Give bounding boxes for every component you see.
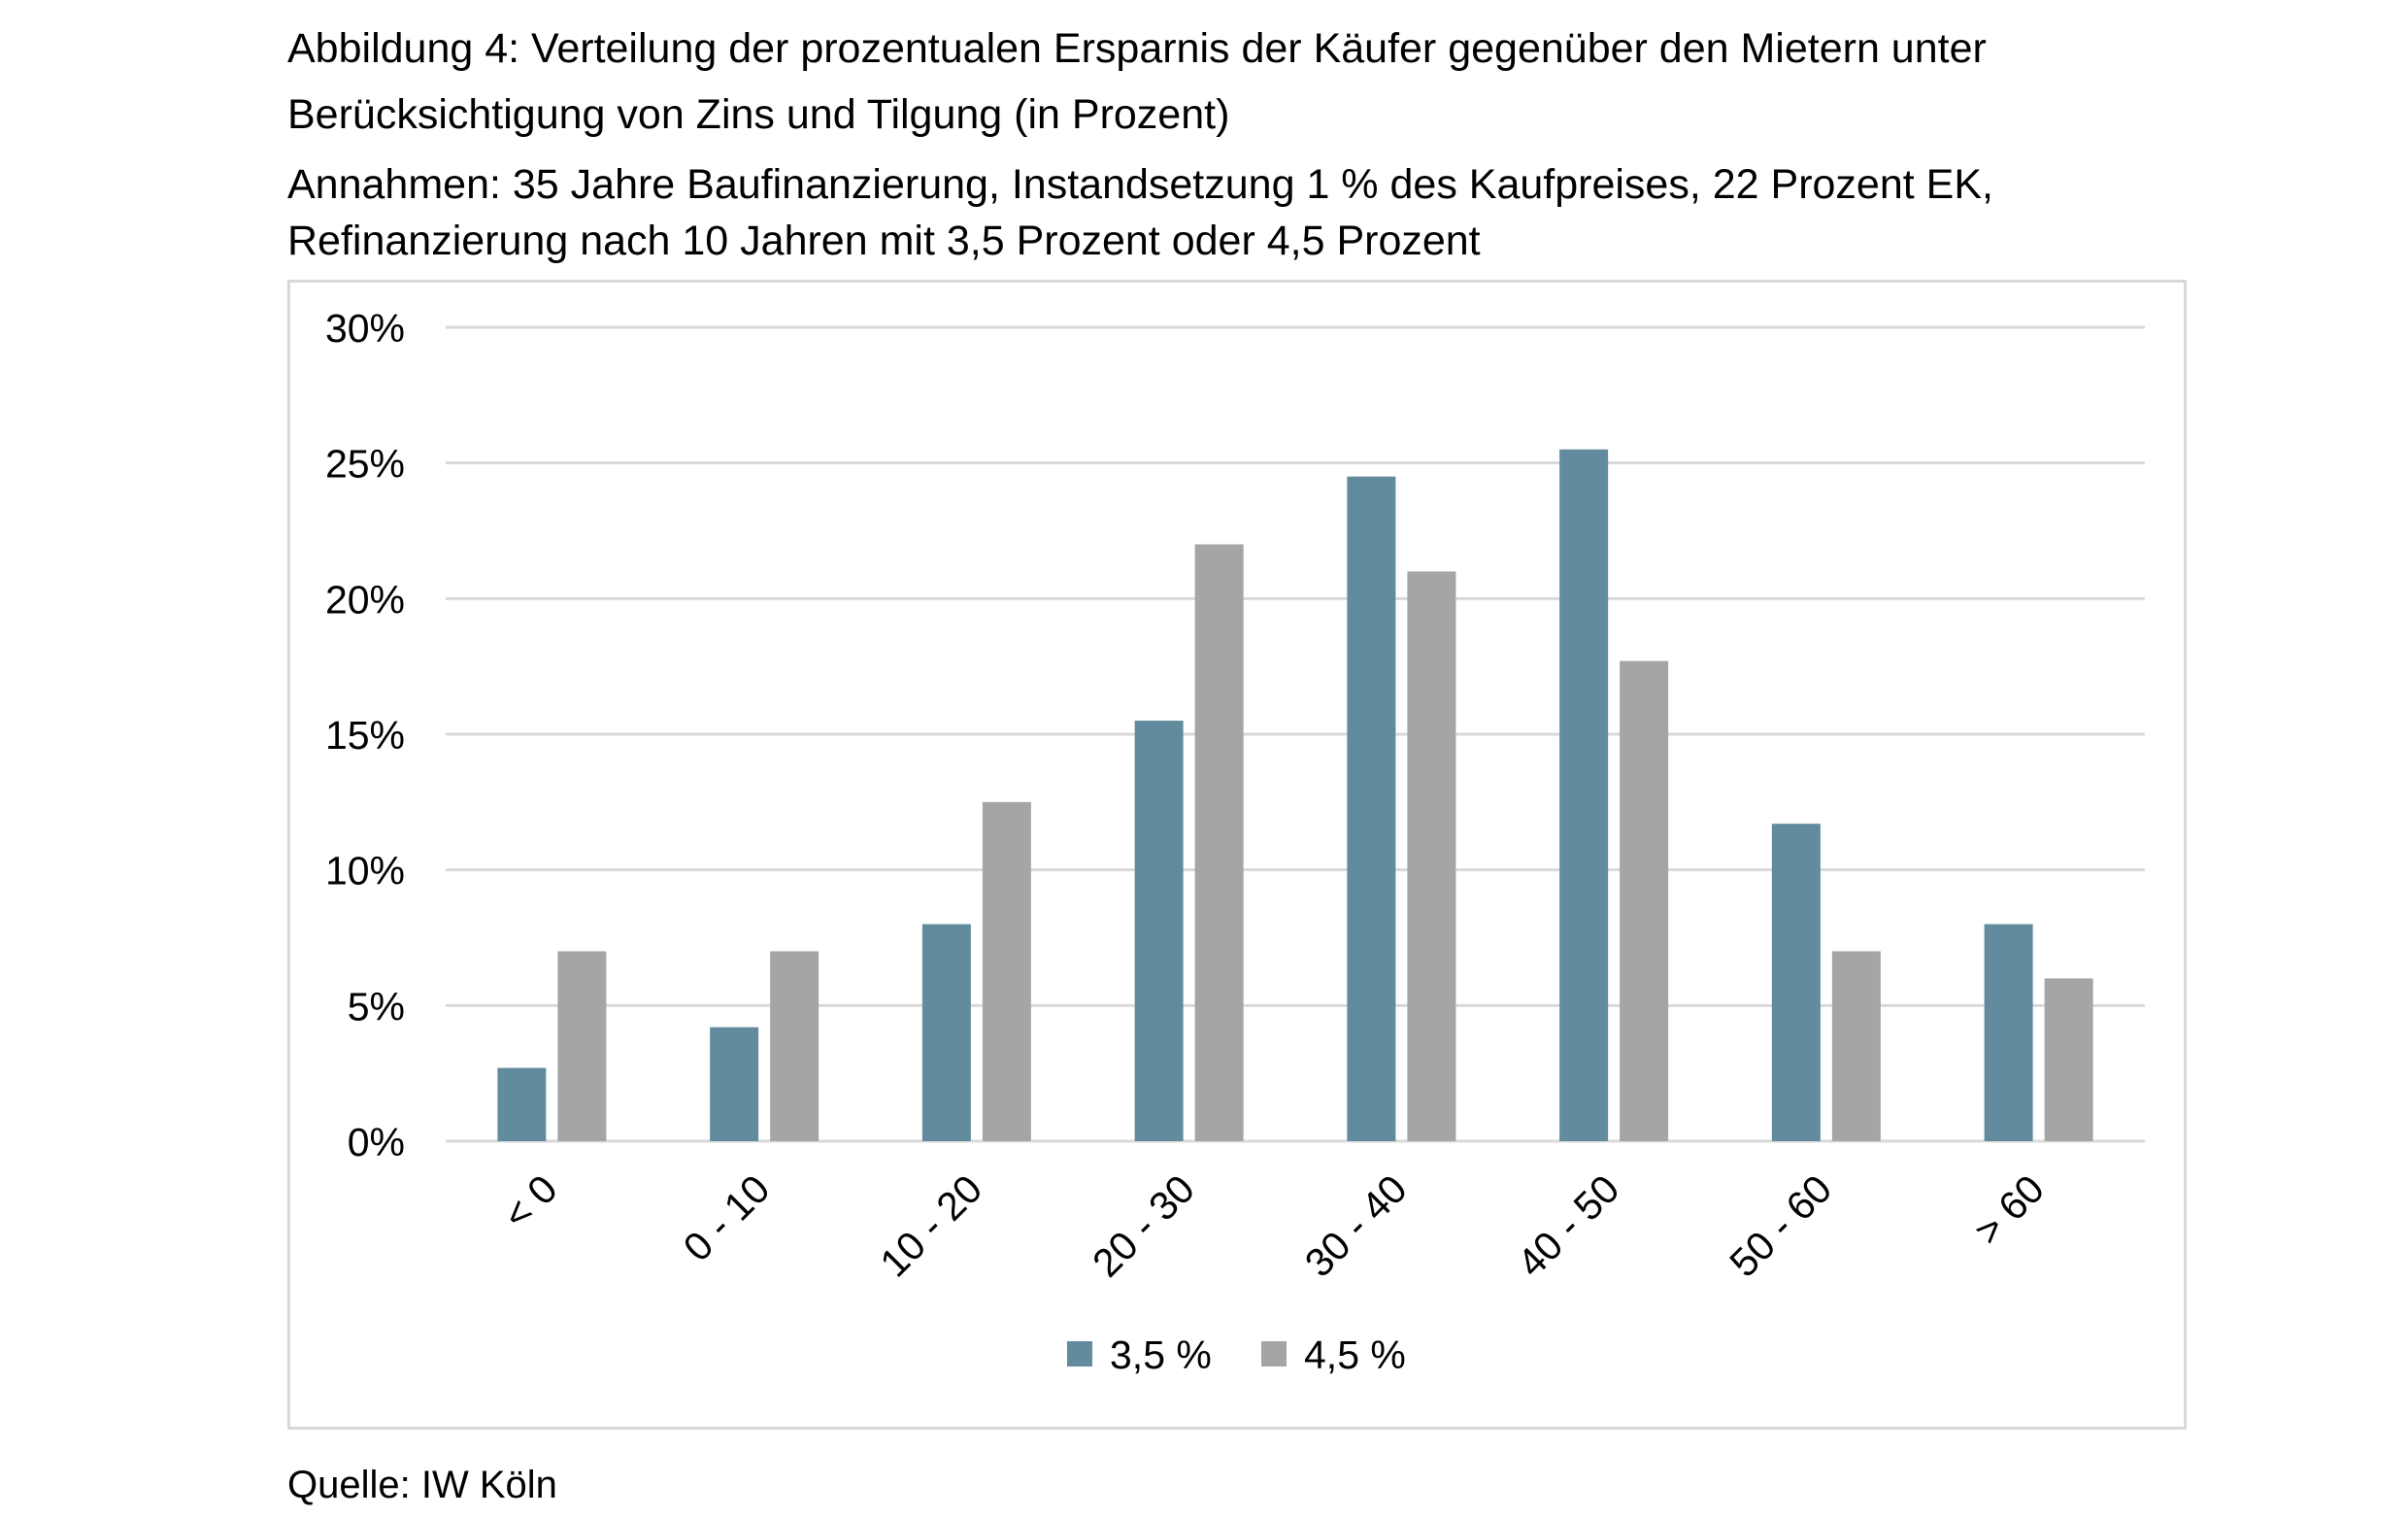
bar-series-2 xyxy=(2044,978,2093,1141)
y-tick-label: 10% xyxy=(325,849,405,894)
bar-series-2 xyxy=(557,951,607,1141)
y-tick-label: 0% xyxy=(348,1120,405,1164)
x-tick-label: 20 - 30 xyxy=(1084,1166,1203,1286)
bar-series-2 xyxy=(1831,951,1881,1141)
bar-series-1 xyxy=(1771,824,1821,1141)
legend-label: 3,5 % xyxy=(1110,1332,1212,1377)
legend-swatch xyxy=(1067,1341,1092,1366)
y-tick-label: 15% xyxy=(325,713,405,758)
x-tick-label: 0 - 10 xyxy=(675,1166,779,1270)
bar-series-2 xyxy=(770,951,819,1141)
bar-series-1 xyxy=(497,1067,547,1141)
legend-swatch xyxy=(1261,1341,1287,1366)
bar-series-2 xyxy=(1620,660,1669,1141)
chart-subtitle-line-2: Refinanzierung nach 10 Jahren mit 3,5 Pr… xyxy=(287,218,1481,264)
chart-title-line-2: Berücksichtigung von Zins und Tilgung (i… xyxy=(287,91,1230,138)
x-tick-label: < 0 xyxy=(494,1166,566,1238)
bar-chart: 0% 5% 10% 15% 20% 25% 30% < 0 0 - 10 10 - 20 20 - … xyxy=(325,306,2145,1377)
y-tick-label: 20% xyxy=(325,577,405,622)
y-tick-label: 30% xyxy=(325,306,405,351)
chart-title-line-1: Abbildung 4: Verteilung der prozentualen… xyxy=(287,25,1987,72)
bar-series-1 xyxy=(1134,721,1184,1141)
chart-subtitle-line-1: Annahmen: 35 Jahre Baufinanzierung, Inst… xyxy=(287,161,1993,208)
x-tick-label: 30 - 40 xyxy=(1296,1166,1416,1286)
y-tick-label: 25% xyxy=(325,442,405,487)
bar-series-2 xyxy=(1194,544,1244,1141)
x-tick-label: 50 - 60 xyxy=(1721,1166,1840,1286)
x-tick-label: 10 - 20 xyxy=(871,1166,990,1286)
chart-frame: 0% 5% 10% 15% 20% 25% 30% < 0 0 - 10 10 - 20 20 - … xyxy=(287,280,2187,1430)
x-tick-label: 40 - 50 xyxy=(1509,1166,1628,1286)
source-note: Quelle: IW Köln xyxy=(287,1464,557,1506)
bar-series-2 xyxy=(1407,571,1456,1141)
legend-label: 4,5 % xyxy=(1304,1332,1406,1377)
bar-series-2 xyxy=(982,801,1031,1141)
bar-series-1 xyxy=(710,1027,759,1141)
bar-series-1 xyxy=(1984,924,2033,1141)
x-tick-label: > 60 xyxy=(1965,1166,2053,1254)
bar-series-1 xyxy=(1347,476,1396,1142)
bar-series-1 xyxy=(1559,449,1609,1141)
bar-series-1 xyxy=(921,924,971,1141)
y-tick-label: 5% xyxy=(348,984,405,1029)
